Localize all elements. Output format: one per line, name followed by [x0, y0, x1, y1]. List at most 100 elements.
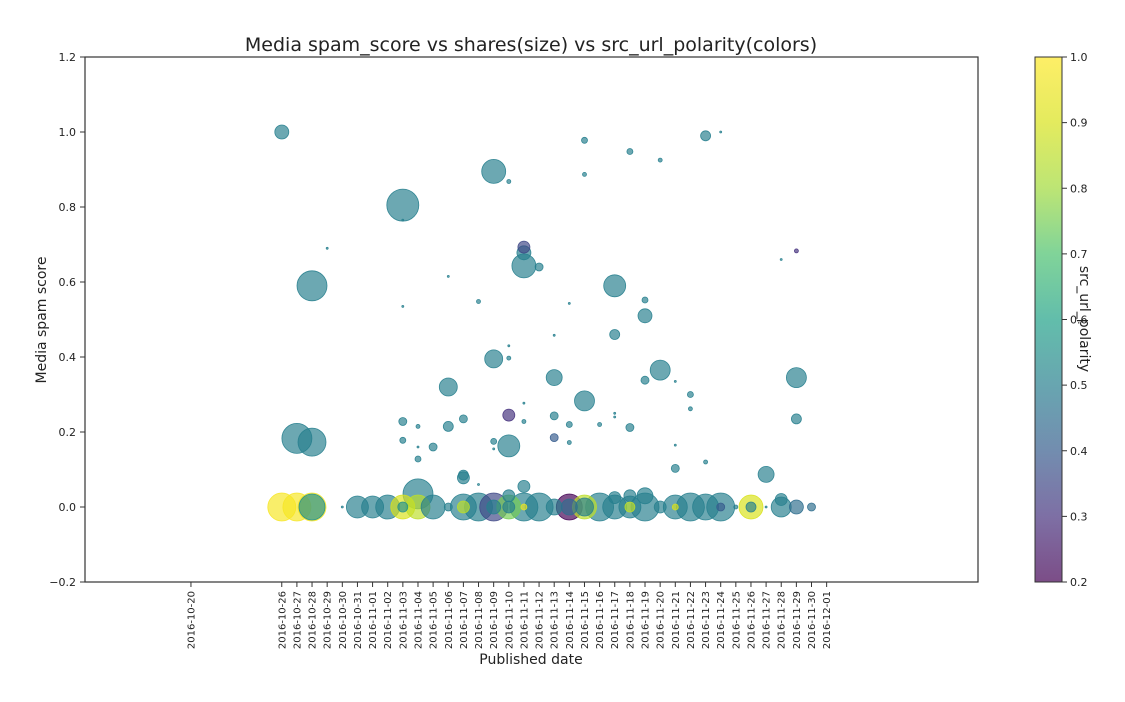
- data-point: [497, 434, 521, 458]
- data-point: [517, 240, 531, 254]
- data-point: [757, 465, 775, 483]
- data-point: [574, 390, 595, 412]
- x-tick-label: 2016-11-16: [595, 591, 606, 649]
- x-tick-label: 2016-11-12: [535, 591, 546, 649]
- x-tick-label: 2016-11-02: [383, 591, 394, 649]
- data-point: [649, 359, 671, 381]
- x-tick-label: 2016-11-27: [762, 591, 773, 649]
- data-point: [274, 124, 290, 140]
- data-point: [794, 248, 799, 254]
- colorbar-tick-label: 0.6: [1070, 314, 1088, 327]
- colorbar-tick-label: 0.4: [1070, 445, 1088, 458]
- data-point: [458, 414, 468, 424]
- colorbar-tick-label: 0.2: [1070, 576, 1088, 589]
- data-point: [636, 487, 654, 505]
- data-point: [700, 130, 711, 142]
- data-point: [428, 442, 438, 452]
- data-point: [456, 500, 470, 514]
- data-point: [545, 369, 563, 387]
- data-point: [764, 505, 768, 509]
- data-point: [692, 493, 719, 521]
- x-tick-label: 2016-11-26: [747, 591, 758, 649]
- data-point: [401, 218, 405, 222]
- x-tick-label: 2016-10-29: [323, 591, 334, 649]
- data-point: [502, 408, 516, 422]
- data-point: [399, 436, 407, 444]
- data-point: [597, 422, 602, 427]
- data-point: [640, 375, 650, 385]
- data-point: [298, 493, 326, 521]
- data-point: [398, 417, 408, 426]
- x-axis-label: Published date: [479, 652, 582, 668]
- data-point: [507, 344, 511, 348]
- data-point: [641, 296, 649, 304]
- data-point: [560, 498, 578, 516]
- data-point: [492, 447, 496, 451]
- data-point: [687, 391, 694, 398]
- data-point: [609, 329, 621, 340]
- data-point: [340, 505, 344, 509]
- x-tick-label: 2016-10-31: [353, 591, 364, 649]
- data-point: [438, 377, 458, 397]
- colorbar-tick-label: 0.9: [1070, 117, 1088, 130]
- y-tick-label: 1.0: [59, 126, 77, 139]
- x-tick-label: 2016-11-08: [474, 591, 485, 649]
- data-point: [673, 379, 677, 383]
- data-point: [296, 270, 328, 302]
- x-tick-label: 2016-11-09: [489, 591, 500, 649]
- colorbar-tick-label: 0.5: [1070, 379, 1088, 392]
- data-point: [582, 171, 587, 177]
- data-point: [575, 497, 594, 517]
- chart-title: Media spam_score vs shares(size) vs src_…: [245, 34, 817, 56]
- data-point: [670, 463, 680, 473]
- data-point: [481, 158, 507, 184]
- x-tick-label: 2016-11-17: [610, 591, 621, 649]
- data-point: [673, 443, 677, 447]
- data-point: [719, 130, 723, 134]
- colorbar-tick-label: 0.8: [1070, 182, 1088, 195]
- x-tick-label: 2016-10-26: [277, 591, 288, 649]
- data-point: [416, 445, 420, 449]
- data-points: [267, 124, 816, 522]
- y-tick-label: 0.8: [59, 201, 77, 214]
- data-point: [608, 491, 622, 505]
- y-tick-label: 0.4: [59, 351, 77, 364]
- data-point: [361, 495, 385, 519]
- colorbar-label: src_url_polarity: [1076, 266, 1092, 372]
- data-point: [791, 413, 802, 425]
- data-point: [786, 367, 807, 389]
- data-point: [420, 494, 446, 520]
- data-point: [520, 503, 528, 511]
- x-tick-label: 2016-11-19: [641, 591, 652, 649]
- data-point: [521, 419, 527, 424]
- data-point: [443, 502, 453, 512]
- data-point: [297, 427, 327, 457]
- x-tick-label: 2016-11-10: [504, 591, 515, 649]
- data-point: [603, 274, 627, 298]
- data-point: [688, 406, 693, 412]
- data-point: [653, 500, 667, 514]
- data-point: [386, 188, 420, 222]
- data-point: [484, 349, 504, 369]
- colorbar-tick-label: 0.3: [1070, 510, 1088, 523]
- x-tick-label: 2016-11-03: [398, 591, 409, 649]
- x-axis-ticks: 2016-10-20 2016-10-26 2016-10-27 2016-10-28…: [186, 582, 833, 649]
- data-point: [745, 501, 757, 513]
- data-point: [534, 262, 544, 272]
- x-tick-label: 2016-11-20: [656, 591, 667, 649]
- x-tick-label: 2016-10-20: [186, 591, 197, 649]
- y-tick-label: 1.2: [59, 51, 77, 64]
- data-point: [549, 433, 559, 443]
- data-point: [477, 483, 480, 486]
- x-tick-label: 2016-11-14: [565, 591, 576, 649]
- data-point: [716, 502, 726, 512]
- x-tick-label: 2016-11-25: [731, 591, 742, 649]
- x-tick-label: 2016-10-28: [308, 591, 319, 649]
- data-point: [506, 355, 512, 361]
- x-tick-label: 2016-10-27: [292, 591, 303, 649]
- colorbar-tick-label: 0.7: [1070, 248, 1088, 261]
- data-point: [625, 423, 635, 432]
- data-point: [552, 333, 556, 337]
- x-tick-label: 2016-11-01: [368, 591, 379, 649]
- x-tick-label: 2016-11-05: [429, 591, 440, 649]
